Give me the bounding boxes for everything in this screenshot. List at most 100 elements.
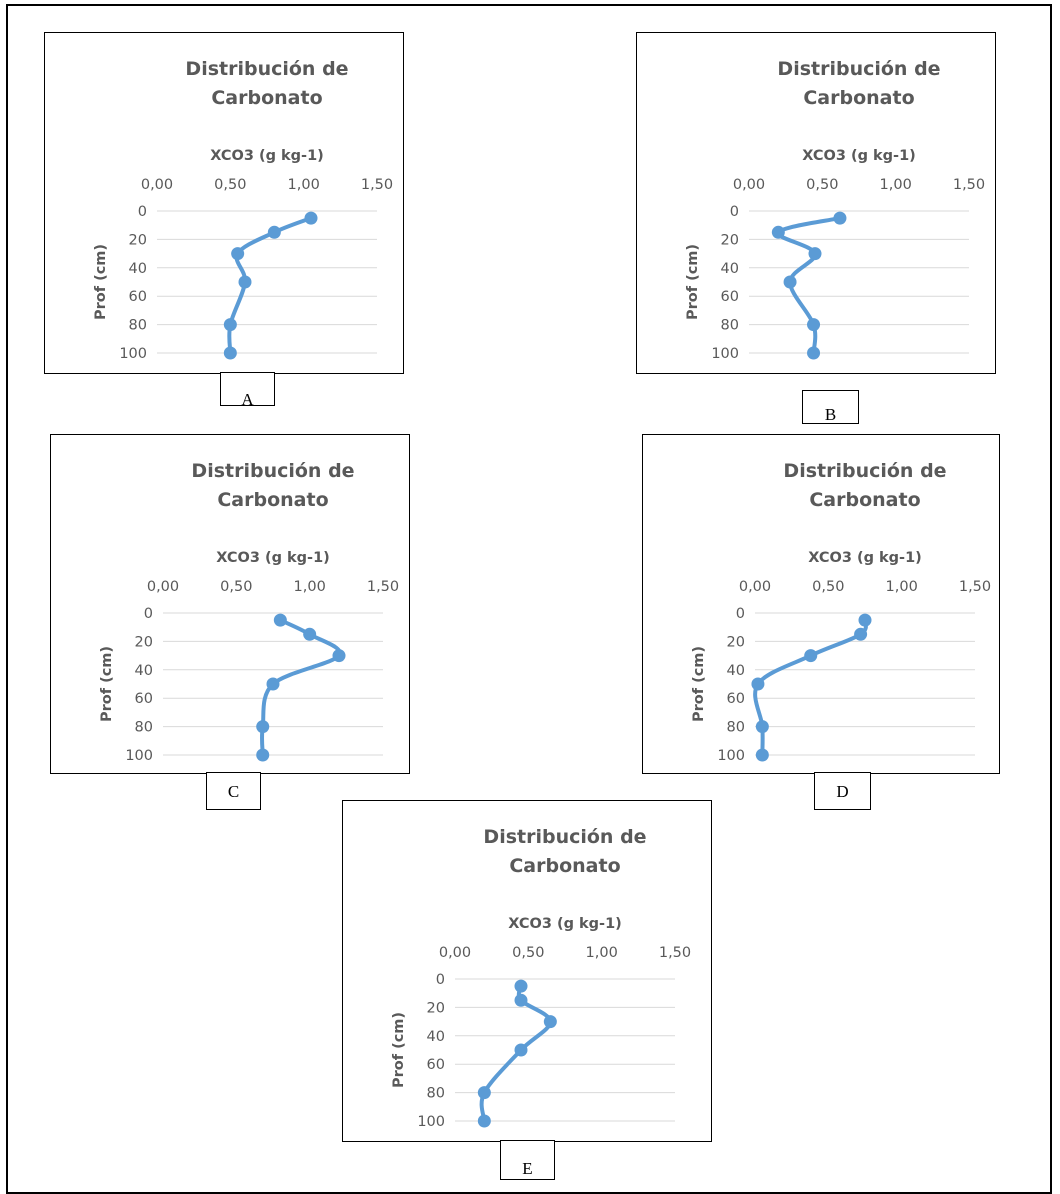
chart-svg: Distribución de Carbonato XCO3 (g kg-1) 0,0… xyxy=(93,58,393,362)
chart-panel-b: Distribución de Carbonato XCO3 (g kg-1) 0,0… xyxy=(636,32,996,374)
y-tick-label: 20 xyxy=(721,232,739,248)
panel-label-e: E xyxy=(500,1140,555,1180)
y-tick-label: 20 xyxy=(135,634,153,650)
data-point xyxy=(273,613,287,627)
chart-title-line: Carbonato xyxy=(509,855,620,877)
chart-title-line: Carbonato xyxy=(809,489,920,511)
y-tick-label: 60 xyxy=(135,691,153,707)
data-point xyxy=(771,225,785,239)
x-axis-label: XCO3 (g kg-1) xyxy=(802,148,916,164)
x-tick-label: 1,00 xyxy=(288,177,320,193)
y-tick-label: 100 xyxy=(417,1114,445,1130)
y-tick-label: 100 xyxy=(711,346,739,362)
x-tick-label: 1,00 xyxy=(586,945,618,961)
x-axis-label: XCO3 (g kg-1) xyxy=(210,148,324,164)
panel-label-a: A xyxy=(220,372,275,409)
x-tick-label: 0,50 xyxy=(220,579,252,595)
x-tick-label: 1,00 xyxy=(886,579,918,595)
x-tick-label: 0,00 xyxy=(733,177,765,193)
x-tick-label: 0,00 xyxy=(739,579,771,595)
data-point xyxy=(807,346,821,360)
data-point xyxy=(231,247,245,261)
chart-svg: Distribución de Carbonato XCO3 (g kg-1) 0,0… xyxy=(685,58,985,362)
y-tick-label: 100 xyxy=(717,748,745,764)
y-tick-label: 20 xyxy=(727,634,745,650)
x-axis-label: XCO3 (g kg-1) xyxy=(216,550,330,566)
chart-svg: Distribución de Carbonato XCO3 (g kg-1) 0,0… xyxy=(691,460,991,764)
y-tick-label: 80 xyxy=(129,318,147,334)
x-tick-label: 0,50 xyxy=(812,579,844,595)
chart-svg: Distribución de Carbonato XCO3 (g kg-1) 0,0… xyxy=(391,826,691,1130)
data-point xyxy=(238,275,252,289)
data-point xyxy=(807,318,821,332)
y-axis-label: Prof (cm) xyxy=(93,244,109,320)
y-tick-label: 20 xyxy=(427,1000,445,1016)
chart-panel-c: Distribución de Carbonato XCO3 (g kg-1) 0,0… xyxy=(50,434,410,774)
data-point xyxy=(755,720,769,734)
chart-panel-a: Distribución de Carbonato XCO3 (g kg-1) 0,0… xyxy=(44,32,404,374)
x-tick-label: 1,50 xyxy=(959,579,991,595)
data-point xyxy=(755,748,769,762)
y-tick-label: 80 xyxy=(135,720,153,736)
y-tick-label: 0 xyxy=(730,204,739,220)
chart-title-line: Distribución de xyxy=(777,58,940,80)
panel-label-c: C xyxy=(206,772,261,810)
x-tick-label: 0,50 xyxy=(214,177,246,193)
chart-title-line: Distribución de xyxy=(191,460,354,482)
data-point xyxy=(477,1086,491,1100)
x-tick-label: 1,50 xyxy=(367,579,399,595)
data-point xyxy=(543,1015,557,1029)
data-point xyxy=(223,346,237,360)
chart-panel-d: Distribución de Carbonato XCO3 (g kg-1) 0,0… xyxy=(642,434,1000,774)
y-tick-label: 100 xyxy=(125,748,153,764)
chart-panel-e: Distribución de Carbonato XCO3 (g kg-1) 0,0… xyxy=(342,800,712,1142)
x-tick-label: 0,50 xyxy=(806,177,838,193)
x-tick-label: 0,00 xyxy=(147,579,179,595)
y-tick-label: 0 xyxy=(436,972,445,988)
chart-title-line: Carbonato xyxy=(803,87,914,109)
y-tick-label: 0 xyxy=(144,606,153,622)
y-tick-label: 40 xyxy=(129,261,147,277)
y-tick-label: 80 xyxy=(427,1086,445,1102)
data-point xyxy=(266,677,280,691)
series-line xyxy=(753,618,868,757)
x-tick-label: 0,00 xyxy=(141,177,173,193)
chart-title-line: Carbonato xyxy=(211,87,322,109)
y-tick-label: 40 xyxy=(727,663,745,679)
y-tick-label: 60 xyxy=(427,1057,445,1073)
panel-label-d: D xyxy=(814,772,871,810)
y-axis-label: Prof (cm) xyxy=(391,1012,407,1088)
y-tick-label: 80 xyxy=(721,318,739,334)
y-tick-label: 0 xyxy=(736,606,745,622)
data-point xyxy=(783,275,797,289)
x-tick-label: 1,50 xyxy=(953,177,985,193)
y-tick-label: 80 xyxy=(727,720,745,736)
chart-title-line: Distribución de xyxy=(783,460,946,482)
data-point xyxy=(304,211,318,225)
data-point xyxy=(514,1043,528,1057)
y-axis-label: Prof (cm) xyxy=(691,646,707,722)
y-tick-label: 60 xyxy=(721,289,739,305)
y-tick-label: 60 xyxy=(129,289,147,305)
x-tick-label: 0,00 xyxy=(439,945,471,961)
x-tick-label: 1,50 xyxy=(361,177,393,193)
x-tick-label: 1,50 xyxy=(659,945,691,961)
y-tick-label: 40 xyxy=(427,1029,445,1045)
figure-frame: Distribución de Carbonato XCO3 (g kg-1) 0,0… xyxy=(6,4,1052,1194)
x-axis-label: XCO3 (g kg-1) xyxy=(808,550,922,566)
data-point xyxy=(854,627,868,641)
data-point xyxy=(514,979,528,993)
data-point xyxy=(477,1114,491,1128)
data-point xyxy=(256,720,270,734)
y-axis-label: Prof (cm) xyxy=(99,646,115,722)
y-tick-label: 20 xyxy=(129,232,147,248)
data-point xyxy=(256,748,270,762)
y-tick-label: 40 xyxy=(135,663,153,679)
data-point xyxy=(267,225,281,239)
chart-title-line: Distribución de xyxy=(483,826,646,848)
chart-title-line: Carbonato xyxy=(217,489,328,511)
data-point xyxy=(223,318,237,332)
x-tick-label: 1,00 xyxy=(294,579,326,595)
y-tick-label: 0 xyxy=(138,204,147,220)
data-point xyxy=(751,677,765,691)
